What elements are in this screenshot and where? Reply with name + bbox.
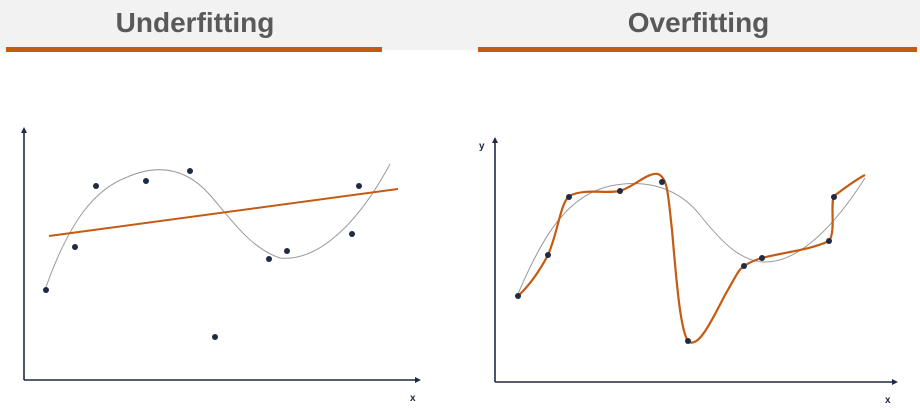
overfitting-y-axis-label: y xyxy=(479,141,485,152)
underfitting-x-axis-label: x xyxy=(410,393,416,404)
underfitting-data-point xyxy=(356,183,362,189)
overfitting-data-point xyxy=(515,293,521,299)
overfitting-data-point xyxy=(659,179,665,185)
overfitting-data-point xyxy=(831,194,837,200)
header-band xyxy=(0,0,920,50)
overfitting-title: Overfitting xyxy=(627,7,770,38)
underfitting-linear-fit xyxy=(48,188,399,237)
overfitting-data-point xyxy=(617,188,623,194)
underfitting-data-point xyxy=(72,244,78,250)
underfitting-data-point xyxy=(93,183,99,189)
underfitting-data-point xyxy=(187,168,193,174)
underfitting-true-curve xyxy=(45,163,391,288)
overfitting-title-rule xyxy=(478,47,917,52)
underfitting-title-rule xyxy=(6,47,382,52)
overfitting-data-point xyxy=(566,194,572,200)
overfitting-data-point xyxy=(741,263,747,269)
underfitting-data-point xyxy=(284,248,290,254)
underfitting-data-point xyxy=(143,178,149,184)
overfitting-data-point xyxy=(685,338,691,344)
overfitting-panel: x y xyxy=(479,137,898,406)
underfitting-data-point xyxy=(43,287,49,293)
underfitting-title: Underfitting xyxy=(115,7,275,38)
overfitting-x-axis-label: x xyxy=(885,395,891,406)
underfitting-data-point xyxy=(349,231,355,237)
overfitting-data-point xyxy=(545,252,551,258)
overfitting-data-point xyxy=(759,255,765,261)
overfitting-data-point xyxy=(826,238,832,244)
underfitting-data-point xyxy=(266,256,272,262)
underfitting-data-point xyxy=(212,334,218,340)
underfitting-panel: x xyxy=(21,127,421,404)
